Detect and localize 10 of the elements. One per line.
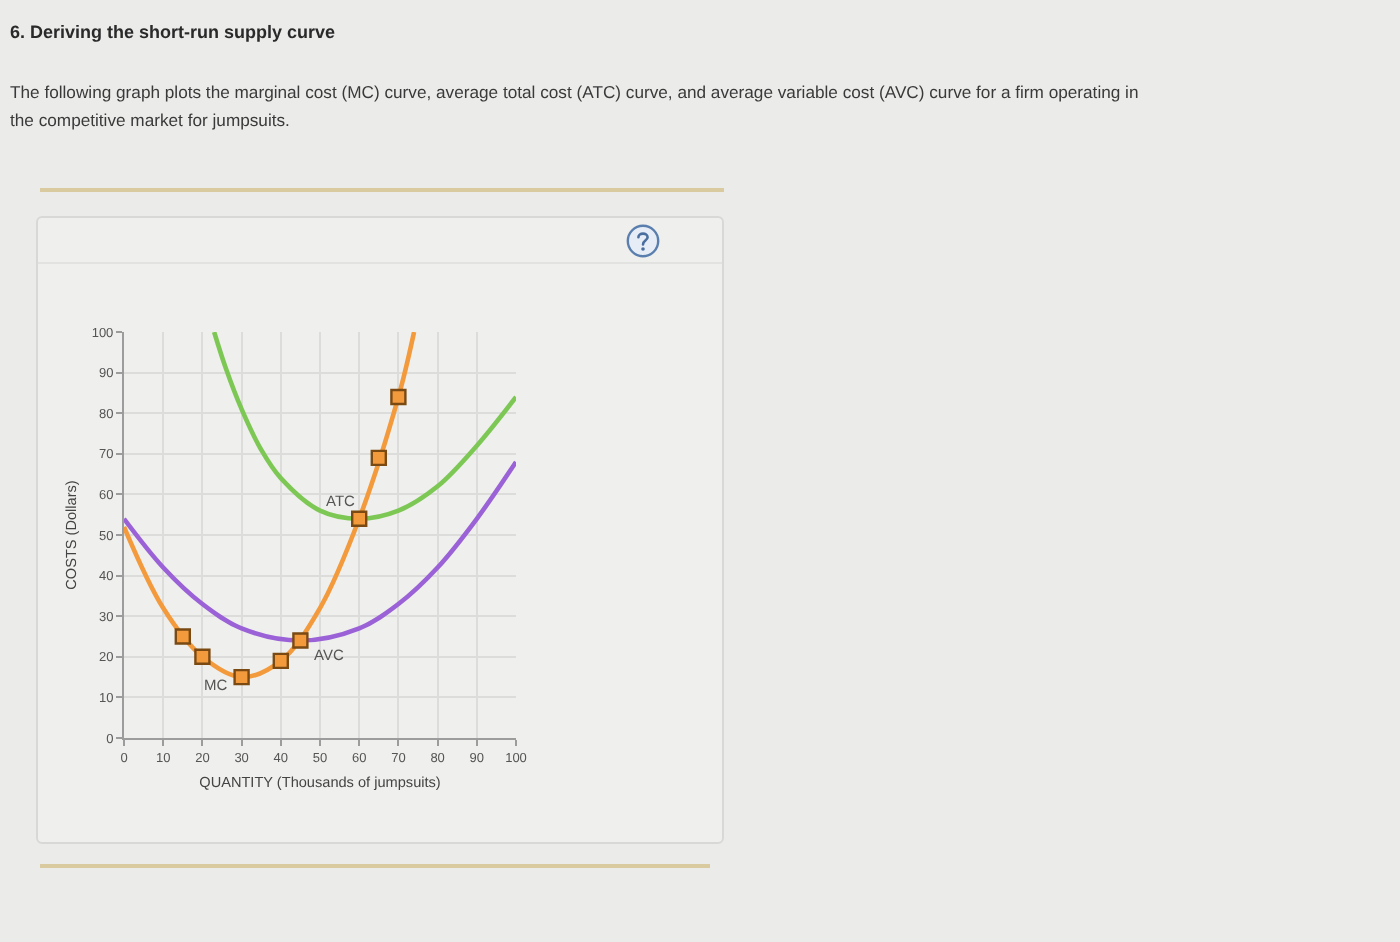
point bbox=[370, 449, 387, 467]
point bbox=[272, 652, 289, 670]
point bbox=[390, 388, 407, 406]
point bbox=[292, 632, 309, 649]
point bbox=[233, 668, 250, 686]
text: The following graph plots the marginal cost (MC) curve, average total cost (ATC) curve, and average variable cost (AVC) curve for a firm operating in the competitive market for jumpsuits. bbox=[10, 80, 1141, 134]
point bbox=[194, 648, 211, 665]
point bbox=[351, 510, 368, 527]
chart-title: 6. Deriving the short-run supply curve bbox=[10, 22, 336, 42]
point bbox=[174, 628, 191, 645]
